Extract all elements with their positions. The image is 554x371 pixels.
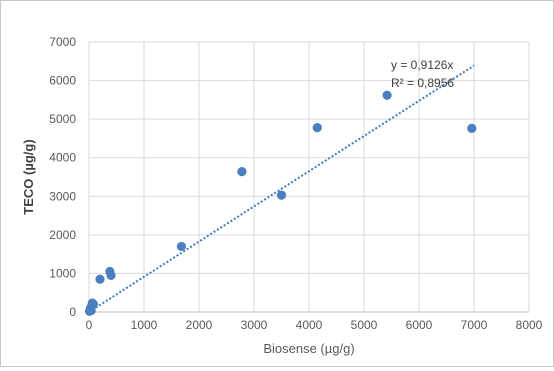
data-point	[176, 241, 186, 252]
x-tick-label: 3000	[241, 318, 268, 332]
x-tick-label: 7000	[461, 318, 488, 332]
data-point	[312, 123, 322, 133]
y-tick-label: 3000	[49, 189, 76, 203]
data-point	[382, 90, 392, 100]
x-tick-label: 5000	[351, 318, 378, 332]
x-axis-title: Biosense (µg/g)	[263, 341, 354, 356]
data-point	[88, 299, 98, 309]
y-tick-label: 5000	[49, 112, 76, 126]
y-axis-title: TECO (µg/g)	[21, 139, 36, 214]
x-tick-label: 0	[86, 318, 93, 332]
trendline-r-squared: R² = 0,8956	[391, 76, 454, 90]
data-point	[276, 190, 287, 200]
x-tick-label: 1000	[131, 318, 158, 332]
x-tick-label: 2000	[186, 318, 213, 332]
data-point	[95, 274, 105, 284]
data-point	[106, 270, 116, 280]
y-tick-label: 1000	[49, 266, 76, 280]
y-tick-label: 4000	[49, 151, 76, 165]
x-tick-label: 6000	[406, 318, 433, 332]
y-tick-label: 0	[69, 305, 76, 319]
y-tick-label: 7000	[49, 35, 76, 49]
x-tick-label: 8000	[516, 318, 543, 332]
x-tick-label: 4000	[296, 318, 323, 332]
trendline	[88, 64, 475, 313]
data-point	[237, 167, 247, 177]
trendline-equation: y = 0,9126x	[391, 58, 453, 72]
data-point	[467, 123, 477, 133]
y-tick-label: 2000	[49, 228, 76, 242]
y-tick-label: 6000	[49, 74, 76, 88]
